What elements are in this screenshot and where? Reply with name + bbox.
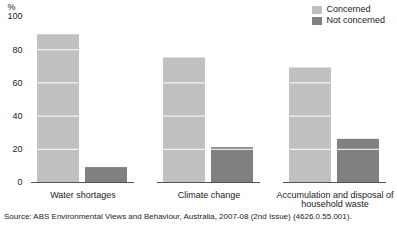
svg-text:Water shortages: Water shortages [50,190,116,200]
svg-text:40: 40 [12,111,22,121]
svg-text:80: 80 [12,45,22,55]
html-text:Source: ABS Environmental View: Source: ABS Environmental Views and Beha… [4,212,352,221]
svg-text:Climate change: Climate change [178,190,241,200]
svg-text:Accumulation and disposal ofho: Accumulation and disposal ofhousehold wa… [276,190,394,209]
svg-text:60: 60 [12,78,22,88]
svg-text:100: 100 [7,11,22,21]
html-text:Concerned: Concerned [326,4,371,14]
svg-text:0: 0 [17,177,22,187]
svg-text:%: % [8,2,16,12]
svg-text:20: 20 [12,144,22,154]
html-text:Not concerned: Not concerned [326,15,385,25]
